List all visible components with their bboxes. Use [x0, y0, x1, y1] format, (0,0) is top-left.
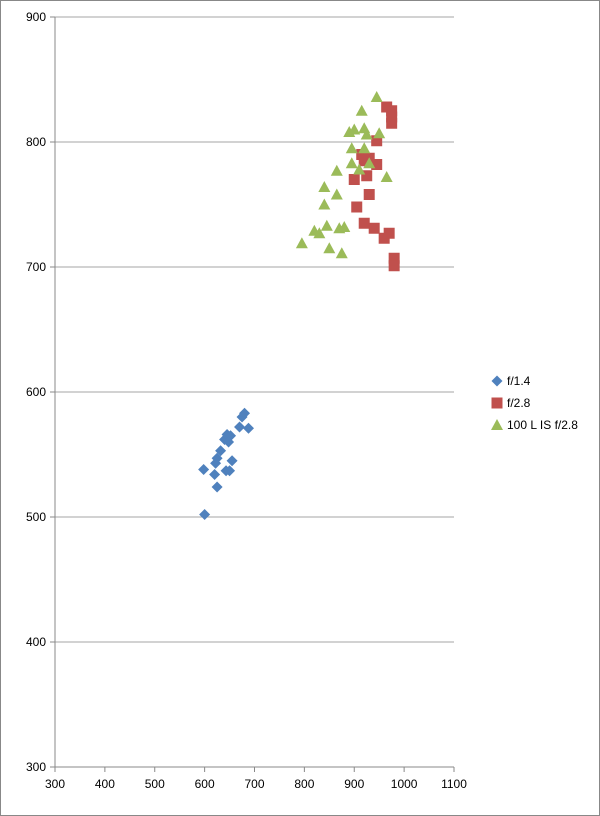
data-point [355, 104, 368, 116]
data-point [370, 91, 383, 102]
x-tick-label: 500 [145, 777, 165, 791]
data-point [360, 128, 373, 140]
data-point [356, 149, 368, 160]
legend-label: f/1.4 [507, 374, 531, 388]
data-point [318, 198, 331, 210]
x-tick-label: 600 [195, 777, 215, 791]
data-point [348, 123, 361, 135]
data-point [223, 436, 235, 448]
data-point [358, 217, 370, 229]
x-tick-label: 800 [294, 777, 314, 791]
data-point [388, 252, 400, 264]
data-point [295, 237, 308, 249]
data-point [323, 242, 336, 254]
data-point [211, 481, 223, 493]
y-tick-label: 300 [26, 760, 46, 774]
legend-marker [491, 375, 503, 387]
data-point [388, 260, 400, 272]
y-tick-label: 600 [26, 385, 46, 399]
data-point [363, 157, 376, 169]
y-tick-label: 800 [26, 135, 46, 149]
data-point [371, 159, 383, 170]
data-point [243, 422, 255, 434]
data-point [234, 421, 246, 433]
x-tick-label: 1000 [391, 777, 418, 791]
legend-label: f/2.8 [507, 396, 531, 410]
data-point [368, 222, 380, 234]
legend-marker [491, 419, 503, 430]
x-tick-label: 400 [95, 777, 115, 791]
data-point [358, 122, 371, 134]
data-point [209, 469, 221, 480]
data-point [386, 105, 398, 117]
y-tick-label: 900 [26, 10, 46, 24]
x-tick-label: 900 [344, 777, 364, 791]
data-point [239, 407, 251, 419]
y-tick-label: 400 [26, 635, 46, 649]
data-point [351, 201, 363, 213]
x-tick-label: 700 [244, 777, 264, 791]
data-point [320, 219, 333, 231]
data-point [308, 224, 321, 236]
data-point [383, 227, 395, 239]
data-point [363, 189, 375, 200]
data-point [358, 142, 371, 154]
data-point [361, 170, 373, 182]
data-point [335, 247, 348, 259]
data-point [198, 464, 210, 475]
x-tick-label: 300 [45, 777, 65, 791]
data-point [338, 221, 351, 232]
y-tick-label: 700 [26, 260, 46, 274]
data-point [353, 163, 366, 175]
data-point [345, 142, 358, 154]
data-point [380, 171, 393, 182]
data-point [330, 164, 343, 176]
data-point [373, 127, 386, 139]
data-point [348, 174, 360, 185]
y-tick-label: 500 [26, 510, 46, 524]
data-point [318, 181, 331, 192]
data-point [371, 135, 383, 147]
data-point [226, 455, 238, 467]
legend-label: 100 L IS f/2.8 [507, 418, 578, 432]
legend-marker [491, 397, 503, 409]
data-point [330, 188, 343, 200]
x-tick-label: 1100 [441, 777, 467, 791]
data-point [386, 111, 398, 123]
data-point [224, 465, 236, 477]
data-point [345, 157, 358, 169]
data-point [386, 117, 398, 129]
data-point [215, 445, 227, 457]
data-point [199, 509, 211, 520]
